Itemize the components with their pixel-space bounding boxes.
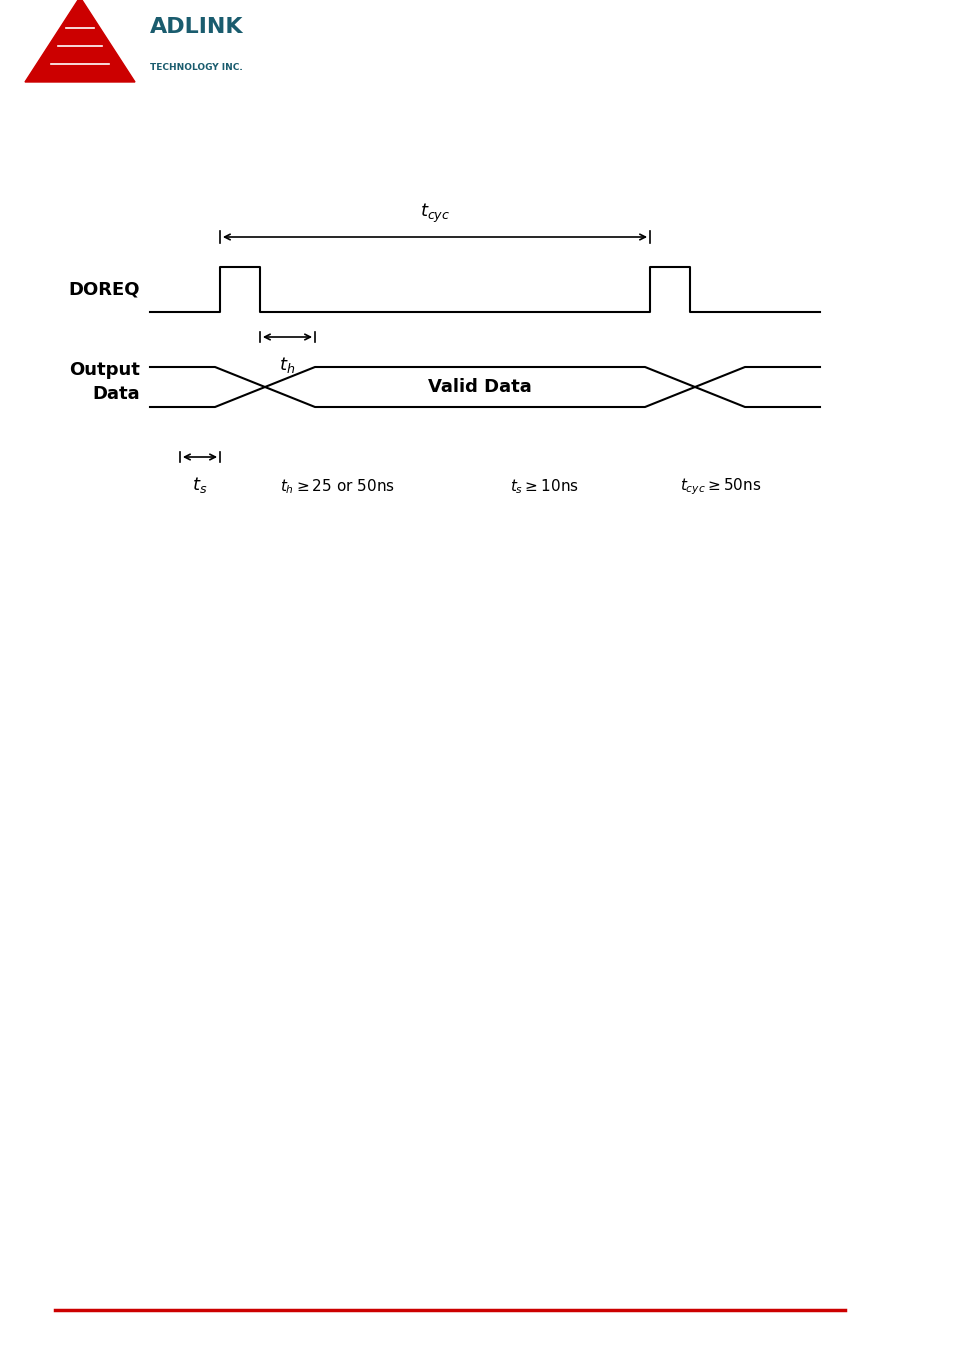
Text: DOREQ: DOREQ (69, 280, 140, 299)
Text: $t_{cyc}\geq$50ns: $t_{cyc}\geq$50ns (679, 477, 760, 498)
Text: ADLINK: ADLINK (150, 18, 243, 37)
Text: $t_s$: $t_s$ (193, 475, 208, 495)
Text: TECHNOLOGY INC.: TECHNOLOGY INC. (150, 62, 242, 72)
Text: $t_s\geq$10ns: $t_s\geq$10ns (510, 477, 578, 496)
Text: Output
Data: Output Data (69, 361, 140, 403)
Polygon shape (25, 0, 135, 82)
Text: $t_{cyc}$: $t_{cyc}$ (419, 201, 450, 224)
Text: $t_h\geq$25 or 50ns: $t_h\geq$25 or 50ns (280, 477, 395, 496)
Text: Valid Data: Valid Data (428, 379, 532, 396)
Text: $t_h$: $t_h$ (279, 356, 295, 375)
